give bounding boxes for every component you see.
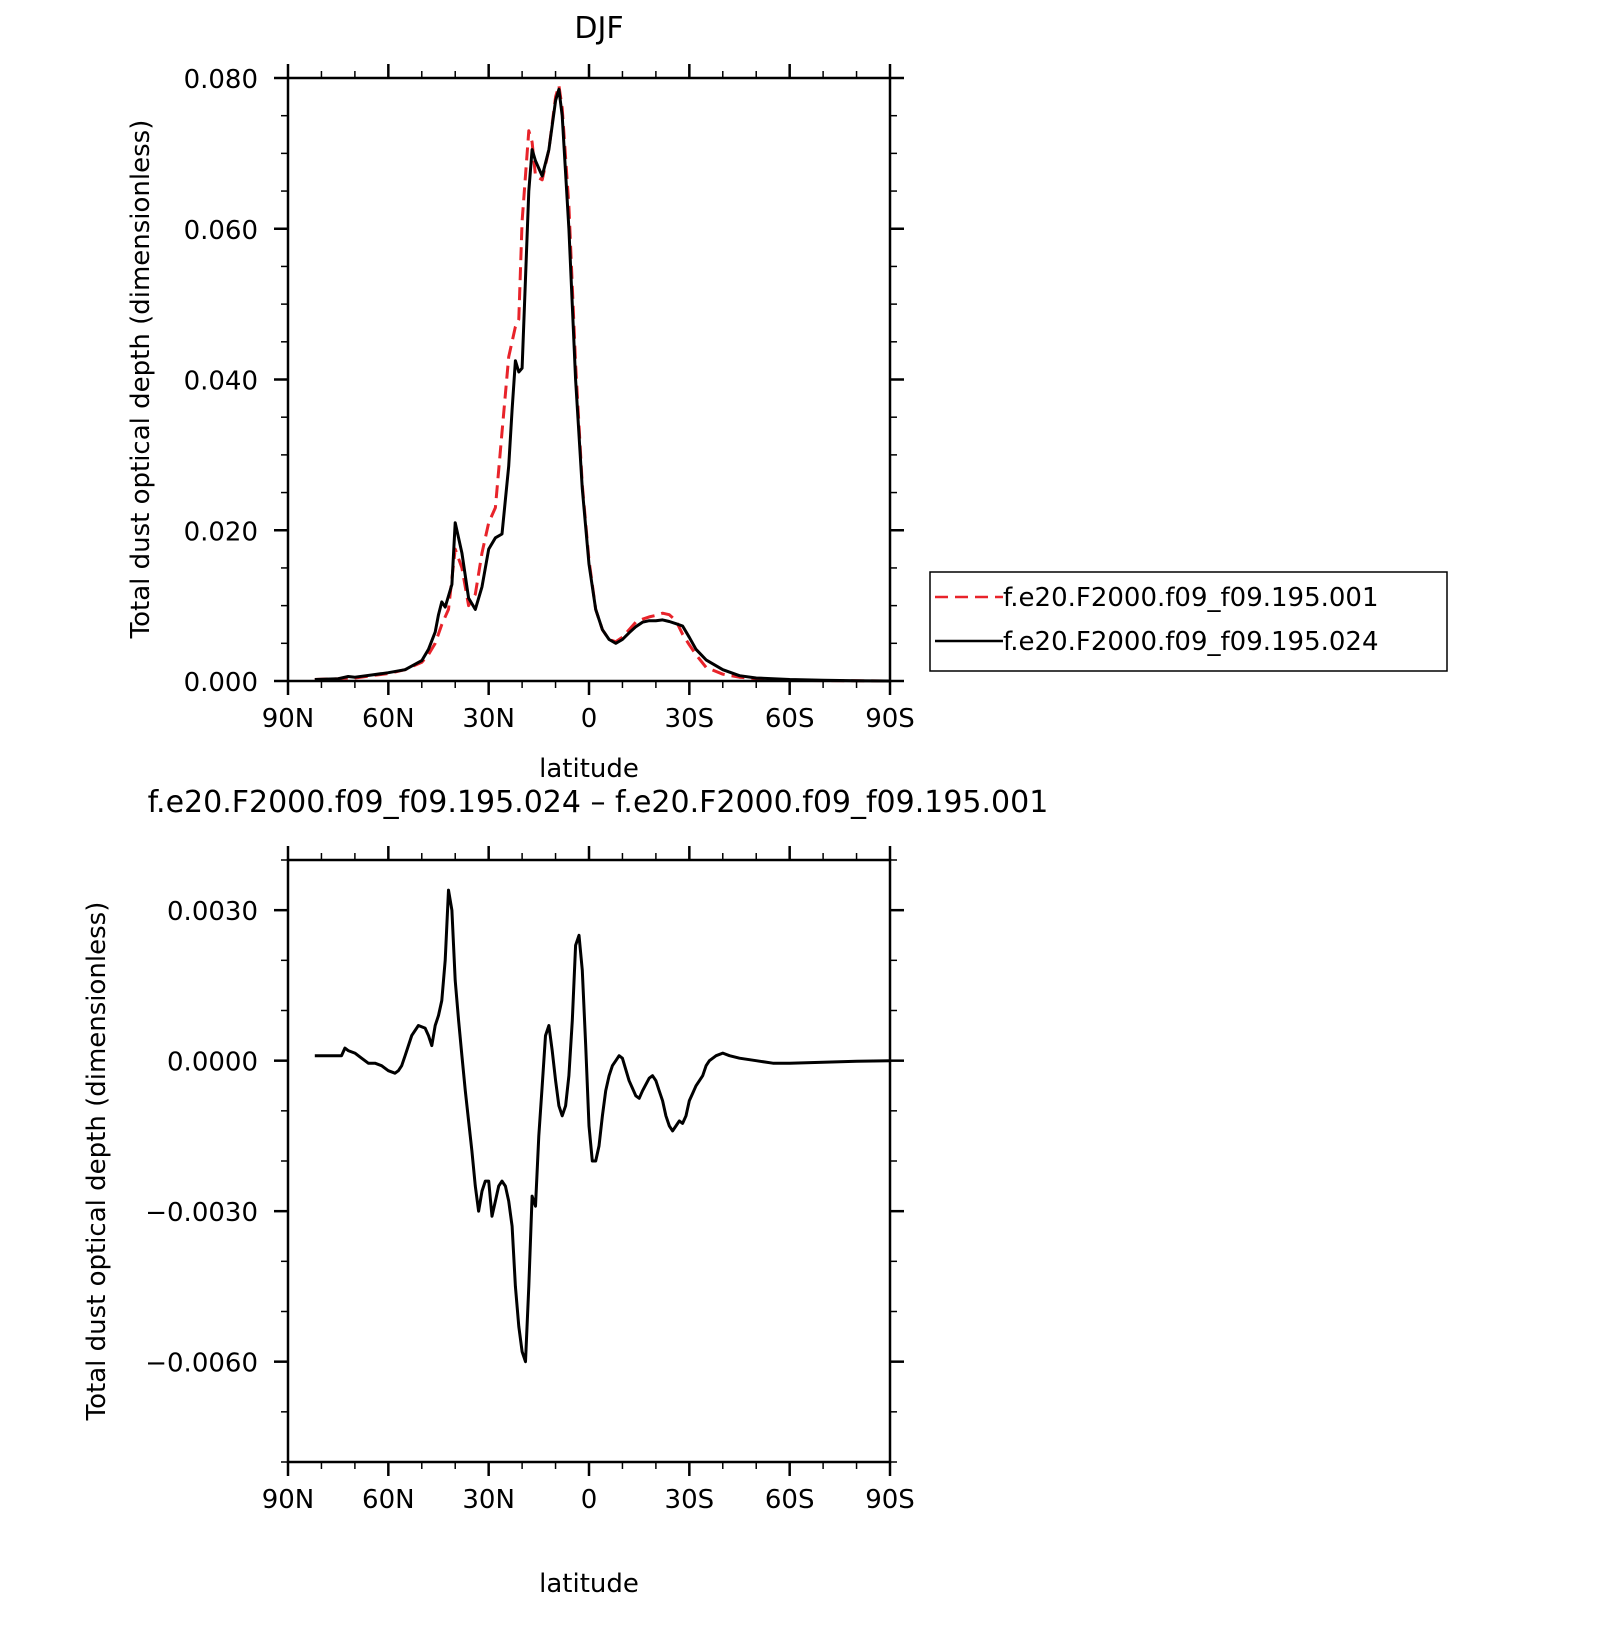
legend-label-1: f.e20.F2000.f09_f09.195.001 [1003,583,1379,613]
bottom-chart: f.e20.F2000.f09_f09.195.024 – f.e20.F200… [82,785,1048,1599]
bottom-chart-title: f.e20.F2000.f09_f09.195.024 – f.e20.F200… [148,785,1049,820]
top-chart-x-tick-labels: 90N 60N 30N 0 30S 60S 90S [262,704,915,734]
top-chart-x-tick-label: 30N [462,704,515,734]
top-chart-x-tick-label: 60N [362,704,415,734]
bottom-chart-x-axis-label: latitude [539,1569,639,1599]
bottom-chart-x-tick-label: 0 [581,1485,598,1515]
top-chart-series-line-1 [314,84,891,683]
top-chart-x-tick-label: 90N [262,704,315,734]
bottom-chart-x-tick-label: 60N [362,1485,415,1515]
bottom-chart-series-group [314,888,891,1364]
legend-box [929,571,1448,672]
legend-entry-1: f.e20.F2000.f09_f09.195.001 [935,583,1379,613]
top-chart-x-tick-label: 60S [765,704,815,734]
legend-entry-2: f.e20.F2000.f09_f09.195.024 [935,627,1379,657]
top-chart-x-tick-label: 30S [665,704,715,734]
top-chart-y-axis-label: Total dust optical depth (dimensionless) [126,120,156,640]
top-chart: DJF 90N 60N 30N 0 30S 60S 90S 0.0000.0200.0400… [126,11,1448,784]
bottom-chart-ticks [274,846,904,1476]
top-chart-y-tick-label: 0.060 [184,216,258,246]
top-chart-x-tick-label: 90S [865,704,915,734]
bottom-chart-y-tick-label: 0.0000 [167,1048,258,1078]
top-chart-plot-frame [286,76,892,683]
top-chart-y-tick-labels: 0.000 0.020 0.040 0.060 0.080 [184,65,258,698]
bottom-chart-y-axis-label: Total dust optical depth (dimensionless) [82,902,112,1422]
bottom-chart-x-tick-label: 90S [865,1485,915,1515]
bottom-chart-x-tick-label: 30S [665,1485,715,1515]
bottom-chart-y-tick-label: −0.0030 [145,1198,258,1228]
top-chart-x-tick-label: 0 [581,704,598,734]
legend-label-2: f.e20.F2000.f09_f09.195.024 [1003,627,1379,657]
bottom-chart-y-tick-label: −0.0060 [145,1349,258,1379]
bottom-chart-plot-frame [286,858,892,1464]
bottom-chart-series-line-1 [314,888,891,1364]
top-chart-ticks [274,64,904,695]
bottom-chart-y-tick-labels: 0.0030 0.0000 −0.0030 −0.0060 [145,897,258,1378]
bottom-chart-x-tick-label: 60S [765,1485,815,1515]
bottom-chart-x-tick-label: 90N [262,1485,315,1515]
top-chart-title: DJF [574,11,623,46]
top-chart-y-tick-label: 0.080 [184,65,258,95]
bottom-chart-y-tick-label: 0.0030 [167,897,258,927]
top-chart-y-tick-label: 0.000 [184,668,258,698]
bottom-chart-x-tick-labels: 90N 60N 30N 0 30S 60S 90S [262,1485,915,1515]
top-chart-y-tick-label: 0.040 [184,367,258,397]
legend: f.e20.F2000.f09_f09.195.001 f.e20.F2000.… [929,571,1448,672]
top-chart-x-axis-label: latitude [539,754,639,784]
top-chart-y-tick-label: 0.020 [184,517,258,547]
top-chart-series-line-2 [314,87,891,683]
top-chart-series-group [314,84,891,683]
bottom-chart-x-tick-label: 30N [462,1485,515,1515]
